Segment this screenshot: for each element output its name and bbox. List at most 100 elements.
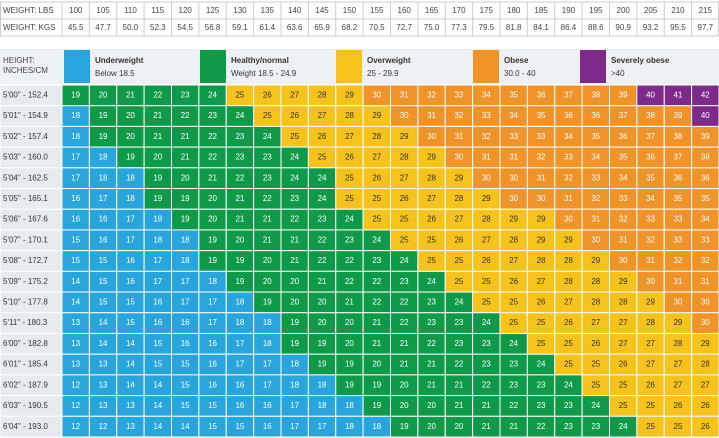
bmi-value: 28 bbox=[591, 298, 600, 307]
bmi-value: 23 bbox=[454, 318, 463, 327]
bmi-value: 33 bbox=[564, 153, 573, 162]
bmi-value: 19 bbox=[126, 153, 135, 162]
bmi-value: 17 bbox=[235, 339, 244, 348]
bmi-value: 19 bbox=[99, 132, 108, 141]
bmi-value: 16 bbox=[126, 277, 135, 286]
bmi-value: 33 bbox=[537, 132, 546, 141]
height-label: 6'01" - 185.4 bbox=[3, 360, 48, 369]
bmi-value: 37 bbox=[646, 132, 655, 141]
bmi-value: 28 bbox=[400, 153, 409, 162]
bmi-value: 12 bbox=[99, 422, 108, 431]
bmi-value: 19 bbox=[372, 380, 381, 389]
bmi-value: 13 bbox=[99, 360, 108, 369]
bmi-value: 28 bbox=[564, 277, 573, 286]
height-label: 5'03" - 160.0 bbox=[3, 153, 48, 162]
bmi-value: 31 bbox=[400, 90, 409, 99]
bmi-value: 25 bbox=[372, 215, 381, 224]
weight-value: 88.6 bbox=[588, 23, 604, 32]
bmi-value: 29 bbox=[537, 215, 546, 224]
bmi-value: 18 bbox=[99, 173, 108, 182]
bmi-value: 31 bbox=[673, 277, 682, 286]
bmi-value: 32 bbox=[673, 256, 682, 265]
bmi-value: 35 bbox=[673, 194, 682, 203]
bmi-value: 28 bbox=[454, 194, 463, 203]
bmi-value: 39 bbox=[673, 111, 682, 120]
bmi-value: 18 bbox=[153, 235, 162, 244]
bmi-value: 20 bbox=[208, 215, 217, 224]
bmi-value: 25 bbox=[427, 256, 436, 265]
weight-value: 160 bbox=[398, 6, 412, 15]
bmi-value: 26 bbox=[673, 401, 682, 410]
bmi-value: 28 bbox=[646, 318, 655, 327]
bmi-value: 26 bbox=[701, 401, 710, 410]
bmi-value: 21 bbox=[509, 422, 518, 431]
bmi-value: 36 bbox=[701, 173, 710, 182]
bmi-value: 34 bbox=[482, 90, 491, 99]
bmi-value: 15 bbox=[181, 401, 190, 410]
bmi-value: 21 bbox=[290, 256, 299, 265]
bmi-value: 24 bbox=[345, 215, 354, 224]
bmi-value: 20 bbox=[427, 401, 436, 410]
bmi-value: 32 bbox=[564, 173, 573, 182]
legend-name: Underweight bbox=[95, 56, 144, 65]
weight-value: 145 bbox=[315, 6, 329, 15]
bmi-value: 30 bbox=[673, 298, 682, 307]
bmi-value: 31 bbox=[509, 153, 518, 162]
bmi-value: 21 bbox=[181, 153, 190, 162]
bmi-value: 28 bbox=[482, 215, 491, 224]
bmi-value: 23 bbox=[427, 318, 436, 327]
bmi-value: 23 bbox=[263, 153, 272, 162]
weight-value: 81.8 bbox=[506, 23, 522, 32]
height-label: 5'04" - 162.5 bbox=[3, 173, 48, 182]
bmi-value: 27 bbox=[673, 360, 682, 369]
bmi-value: 17 bbox=[263, 380, 272, 389]
bmi-value: 16 bbox=[263, 401, 272, 410]
weight-value: 95.5 bbox=[670, 23, 686, 32]
weight-value: 135 bbox=[261, 6, 275, 15]
bmi-value: 35 bbox=[537, 111, 546, 120]
bmi-value: 17 bbox=[208, 318, 217, 327]
bmi-value: 27 bbox=[619, 339, 628, 348]
bmi-value: 17 bbox=[318, 422, 327, 431]
bmi-value: 24 bbox=[564, 380, 573, 389]
bmi-value: 26 bbox=[537, 298, 546, 307]
legend-swatch bbox=[64, 50, 90, 83]
bmi-value: 33 bbox=[619, 194, 628, 203]
bmi-value: 15 bbox=[126, 298, 135, 307]
bmi-value: 32 bbox=[454, 111, 463, 120]
weight-value: 105 bbox=[96, 6, 110, 15]
bmi-value: 34 bbox=[509, 111, 518, 120]
bmi-value: 29 bbox=[673, 318, 682, 327]
bmi-value: 22 bbox=[345, 277, 354, 286]
height-label: 5'06" - 167.6 bbox=[3, 215, 48, 224]
bmi-value: 30 bbox=[564, 215, 573, 224]
legend-swatch bbox=[200, 50, 226, 83]
bmi-value: 29 bbox=[701, 339, 710, 348]
height-label: 6'03" - 190.5 bbox=[3, 401, 48, 410]
bmi-value: 19 bbox=[153, 194, 162, 203]
bmi-value: 17 bbox=[181, 298, 190, 307]
bmi-value: 17 bbox=[181, 277, 190, 286]
legend-range: >40 bbox=[611, 69, 625, 78]
bmi-value: 19 bbox=[235, 256, 244, 265]
bmi-value: 22 bbox=[537, 422, 546, 431]
bmi-value: 36 bbox=[591, 111, 600, 120]
bmi-value: 24 bbox=[208, 90, 217, 99]
bmi-value: 23 bbox=[427, 298, 436, 307]
bmi-value: 35 bbox=[619, 153, 628, 162]
weight-value: 185 bbox=[534, 6, 548, 15]
bmi-value: 20 bbox=[427, 422, 436, 431]
bmi-value: 22 bbox=[400, 298, 409, 307]
bmi-value: 23 bbox=[318, 215, 327, 224]
bmi-value: 22 bbox=[345, 256, 354, 265]
weight-value: 195 bbox=[589, 6, 603, 15]
bmi-value: 29 bbox=[454, 173, 463, 182]
bmi-value: 16 bbox=[208, 360, 217, 369]
height-label: 6'00" - 182.8 bbox=[3, 339, 48, 348]
bmi-value: 18 bbox=[235, 318, 244, 327]
bmi-value: 14 bbox=[181, 422, 190, 431]
bmi-value: 16 bbox=[235, 401, 244, 410]
bmi-value: 35 bbox=[701, 194, 710, 203]
bmi-value: 27 bbox=[537, 277, 546, 286]
